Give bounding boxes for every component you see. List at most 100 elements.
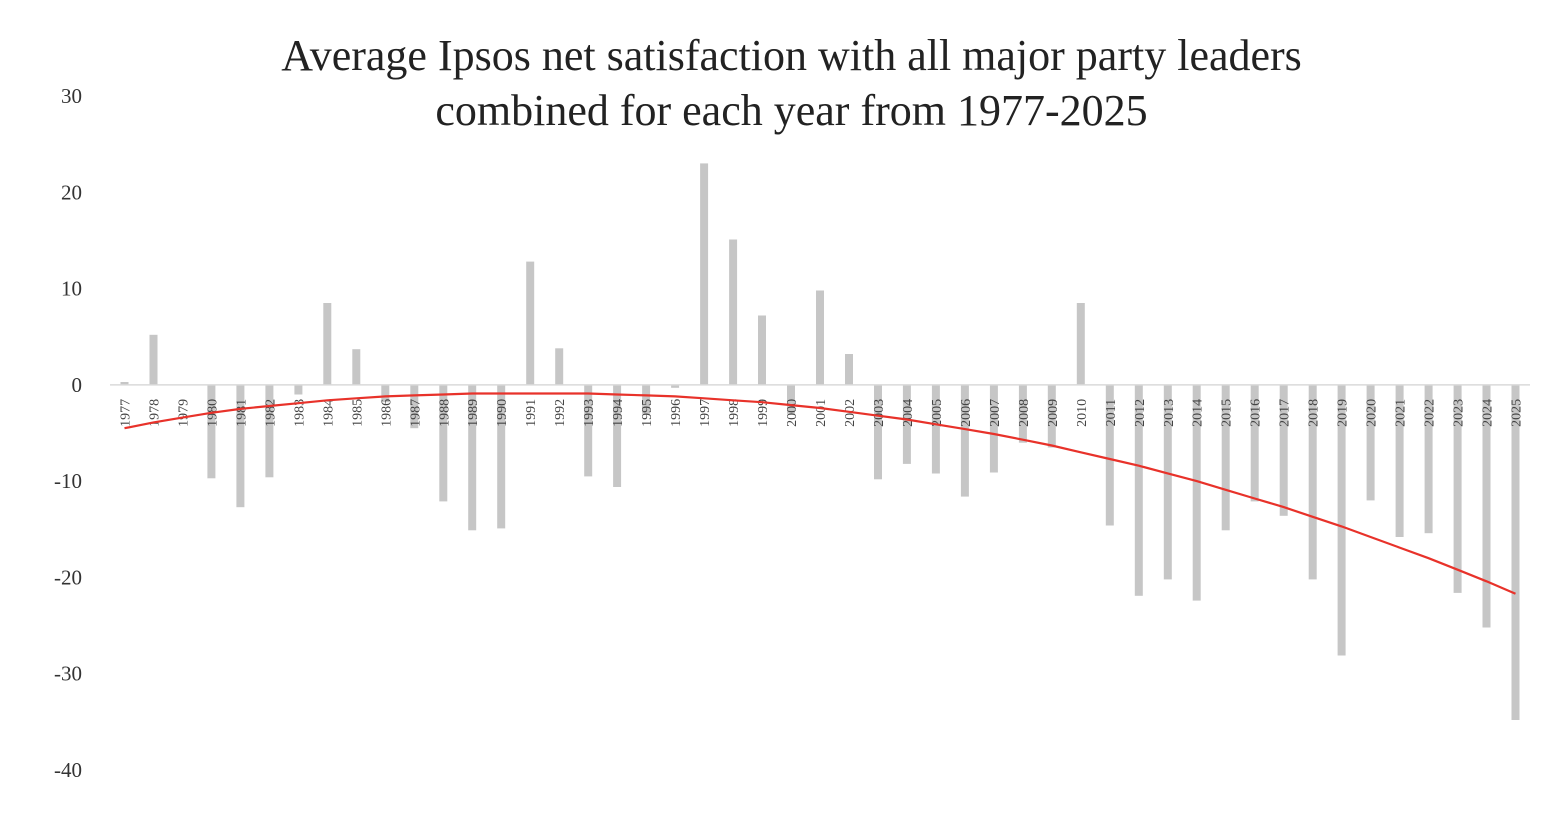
- x-tick-label: 1996: [669, 399, 684, 427]
- bar-1982: [265, 384, 274, 478]
- bar-2000: [787, 384, 795, 414]
- x-tick-label: 2015: [1220, 399, 1235, 427]
- x-tick-label: 2017: [1278, 399, 1293, 427]
- bar-2019: [1337, 384, 1346, 656]
- x-tick-label: 2022: [1423, 399, 1438, 427]
- x-tick-label: 1991: [524, 399, 539, 427]
- bar-2017: [1279, 384, 1288, 516]
- x-tick-label: 2000: [785, 399, 800, 427]
- x-tick-label: 2020: [1365, 399, 1380, 427]
- bar-2022: [1424, 384, 1433, 534]
- bar-1990: [497, 384, 506, 529]
- x-tick-label: 2001: [814, 399, 829, 427]
- x-tick-label: 2010: [1075, 399, 1090, 427]
- bar-1984: [323, 303, 332, 385]
- x-tick-label: 2009: [1046, 399, 1061, 427]
- x-tick-label: 2018: [1307, 399, 1322, 427]
- bar-2004: [902, 384, 911, 464]
- x-tick-label: 2007: [988, 399, 1003, 427]
- bar-1997: [700, 163, 709, 385]
- bar-2001: [816, 290, 824, 385]
- bar-2009: [1047, 384, 1056, 448]
- chart-title-line-2: combined for each year from 1977-2025: [435, 86, 1148, 135]
- x-tick-label: 1987: [408, 399, 423, 427]
- bars: [120, 163, 1520, 720]
- x-tick-label: 2003: [872, 399, 887, 427]
- bar-2024: [1482, 384, 1491, 628]
- x-tick-label: 1994: [611, 399, 626, 427]
- bar-1983: [294, 384, 303, 395]
- bar-2021: [1395, 384, 1404, 537]
- bar-1993: [584, 384, 593, 477]
- bar-2007: [989, 384, 998, 473]
- y-tick-label: 10: [61, 277, 82, 301]
- bar-1986: [381, 384, 390, 403]
- bar-1985: [352, 349, 361, 385]
- bar-1999: [758, 315, 766, 385]
- x-tick-label: 1988: [437, 399, 452, 427]
- x-tick-label: 1981: [234, 399, 249, 427]
- bar-2011: [1105, 384, 1114, 526]
- y-axis: 30 20 10 0 -10 -20 -30 -40: [54, 84, 82, 782]
- bar-1977: [120, 382, 129, 385]
- bar-2010: [1076, 303, 1085, 385]
- x-tick-label: 1990: [495, 399, 510, 427]
- bar-1991: [526, 261, 535, 385]
- bar-1996: [671, 384, 680, 388]
- y-tick-label: 20: [61, 180, 82, 204]
- bar-2020: [1366, 384, 1375, 501]
- bar-1987: [410, 384, 419, 429]
- x-tick-label: 2005: [930, 399, 945, 427]
- bar-1980: [207, 384, 216, 479]
- bar-2008: [1018, 384, 1027, 443]
- trend-line: [124, 392, 1516, 595]
- x-tick-label: 2016: [1249, 399, 1264, 427]
- x-tick-label: 1992: [553, 399, 568, 427]
- bar-2016: [1250, 384, 1259, 502]
- x-tick-label: 1979: [176, 399, 191, 427]
- y-tick-label: -20: [54, 565, 82, 589]
- y-tick-label: -40: [54, 758, 82, 782]
- bar-1994: [613, 384, 622, 487]
- x-tick-label: 2006: [959, 399, 974, 427]
- x-tick-label: 1989: [466, 399, 481, 427]
- y-tick-label: 30: [61, 84, 82, 108]
- x-tick-label: 2025: [1510, 399, 1525, 427]
- chart-title: Average Ipsos net satisfaction with all …: [0, 28, 1543, 138]
- x-tick-label: 1995: [640, 399, 655, 427]
- x-tick-label: 1999: [756, 399, 771, 427]
- bar-1998: [729, 239, 738, 385]
- bar-2003: [874, 384, 882, 480]
- bar-1988: [439, 384, 448, 502]
- chart-title-line-1: Average Ipsos net satisfaction with all …: [281, 31, 1302, 80]
- x-tick-label: 2011: [1104, 399, 1119, 426]
- x-tick-label: 2014: [1191, 399, 1206, 427]
- y-tick-label: -30: [54, 662, 82, 686]
- x-tick-label: 1978: [148, 399, 163, 427]
- x-tick-label: 1998: [727, 399, 742, 427]
- x-axis-labels: 1977 1978 1979 1980 1981 1982 1983 1984 1985 1986…: [119, 399, 1525, 427]
- y-tick-label: -10: [54, 469, 82, 493]
- bar-1992: [555, 348, 564, 385]
- bar-2025: [1511, 384, 1520, 720]
- bar-1989: [468, 384, 477, 531]
- bar-2023: [1453, 384, 1462, 593]
- x-tick-label: 2021: [1394, 399, 1409, 427]
- bar-2018: [1308, 384, 1317, 580]
- y-tick-label: 0: [72, 373, 83, 397]
- x-tick-label: 1986: [379, 399, 394, 427]
- x-tick-label: 2019: [1336, 399, 1351, 427]
- bar-2014: [1192, 384, 1201, 601]
- bar-2002: [845, 354, 853, 385]
- x-tick-label: 1993: [582, 399, 597, 427]
- x-tick-label: 2012: [1133, 399, 1148, 427]
- bar-2015: [1221, 384, 1230, 531]
- bar-1978: [149, 334, 158, 385]
- x-tick-label: 2004: [901, 399, 916, 427]
- x-tick-label: 1997: [698, 399, 713, 427]
- x-tick-label: 2008: [1017, 399, 1032, 427]
- bar-2005: [931, 384, 940, 474]
- bar-2013: [1163, 384, 1172, 580]
- x-tick-label: 2024: [1481, 399, 1496, 427]
